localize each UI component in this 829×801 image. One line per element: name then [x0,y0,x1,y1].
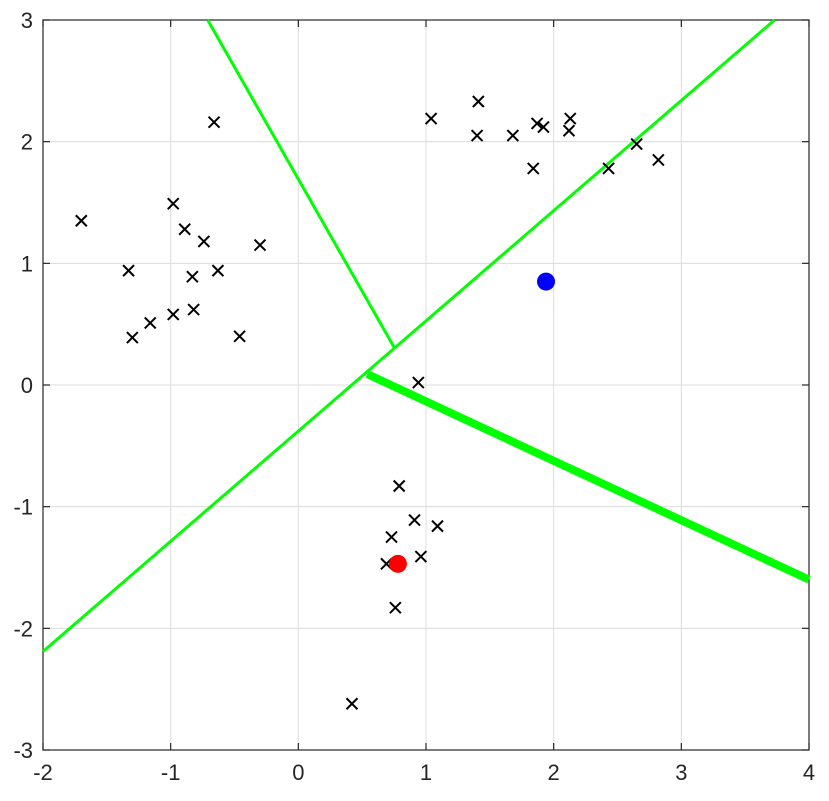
grid-lines [43,20,809,750]
centroid-red-point [388,554,407,573]
y-tick-label: 1 [21,251,33,276]
data-point-x-marker [197,235,211,248]
data-point-x-marker [126,331,139,344]
data-point-x-marker [186,270,199,283]
y-tick-label: 0 [21,373,33,398]
data-point-x-marker [530,117,544,130]
x-tick-label: -2 [33,760,53,785]
data-point-x-marker [414,550,428,563]
data-point-x-marker [408,513,421,527]
boundary-line-thick [365,370,811,584]
data-point-x-marker [412,376,425,389]
y-tick-labels: -3 -2 -1 0 1 2 3 [13,8,33,763]
x-tick-label: -1 [161,760,181,785]
data-point-x-marker [527,162,540,175]
y-tick-label: -2 [13,616,33,641]
data-point-x-marker [602,162,615,175]
data-point-x-marker [472,95,485,108]
data-markers [75,95,665,710]
x-tick-label: 4 [803,760,815,785]
y-tick-label: 2 [21,130,33,155]
data-point-x-marker [167,308,180,321]
data-point-x-marker [537,120,550,134]
data-point-x-marker [211,264,225,277]
data-point-x-marker [431,519,444,533]
boundary-line [206,19,396,349]
data-point-x-marker [562,124,576,137]
data-point-x-marker [187,303,200,316]
data-point-x-marker [233,330,246,343]
data-point-x-marker [470,129,484,142]
data-point-x-marker [652,153,665,167]
data-point-x-marker [75,214,88,227]
x-tick-label: 1 [420,760,432,785]
data-point-x-marker [506,129,520,142]
centroid-blue-point [537,272,556,291]
data-point-x-marker [564,112,577,125]
y-tick-label: 3 [21,8,33,33]
x-tick-label: 2 [548,760,560,785]
x-tick-label: 0 [292,760,304,785]
boundary-line [42,18,776,653]
data-point-x-marker [167,197,180,210]
data-point-x-marker [630,137,643,151]
y-tick-label: -1 [13,495,33,520]
y-tick-label: -3 [13,738,33,763]
data-point-x-marker [345,697,359,710]
data-point-x-marker [392,479,406,493]
data-point-x-marker [178,223,191,236]
x-tick-label: 3 [675,760,687,785]
data-point-x-marker [253,238,267,252]
data-point-x-marker [389,601,402,614]
data-point-x-marker [144,316,157,330]
data-point-x-marker [424,112,438,125]
data-point-x-marker [385,530,398,544]
data-point-x-marker [122,264,135,277]
data-point-x-marker [207,115,221,129]
decision-boundary-lines [42,18,811,653]
axis-ticks [42,19,810,751]
x-tick-labels: -2 -1 0 1 2 3 4 [33,760,815,785]
